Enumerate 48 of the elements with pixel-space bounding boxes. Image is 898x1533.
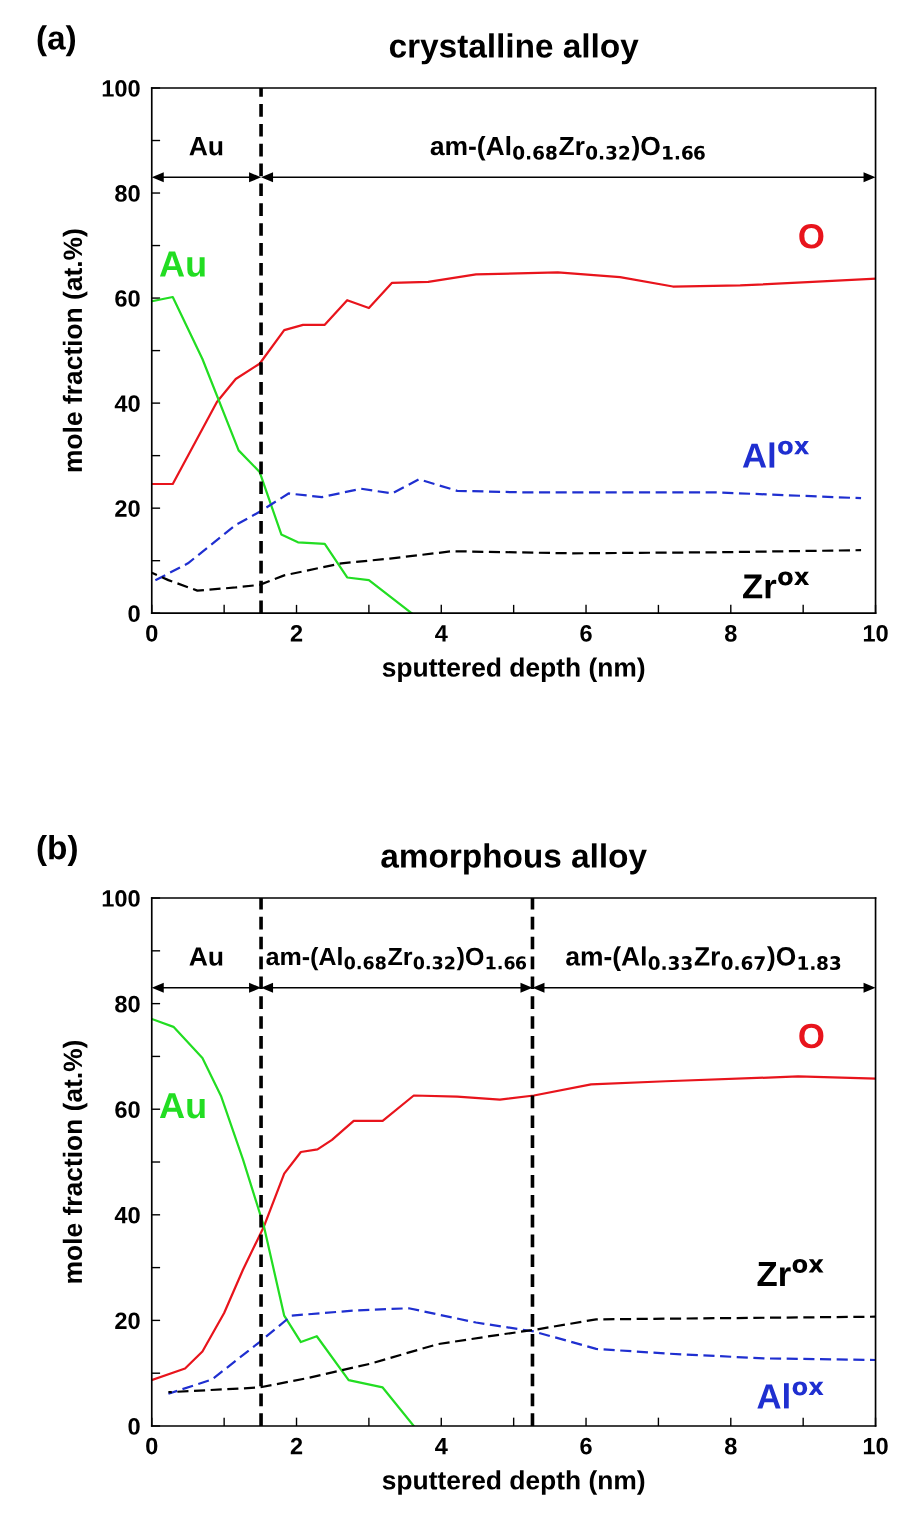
series-label: Al$^{ox}$	[742, 440, 810, 468]
x-tick-label: 2	[290, 1437, 303, 1455]
y-tick-label: 40	[114, 1206, 140, 1224]
chart-title: crystalline alloy	[389, 33, 639, 65]
x-axis-title: sputtered depth (nm)	[382, 1470, 645, 1495]
y-tick-label: 40	[114, 395, 140, 412]
x-tick-label: 4	[435, 625, 448, 642]
x-axis-title: sputtered depth (nm)	[382, 657, 645, 683]
y-tick-label: 100	[102, 80, 140, 97]
annotation: Au	[189, 137, 223, 156]
series-label: Au	[159, 1093, 205, 1119]
x-tick-label: 0	[146, 1437, 158, 1455]
annotation: am-(Al$_{0.68}$Zr$_{0.32}$)O$_{1.66}$	[266, 947, 527, 971]
series-label: Zr$^{ox}$	[757, 1259, 824, 1286]
y-tick-label: 0	[128, 1418, 140, 1435]
annotation: am-(Al$_{0.68}$Zr$_{0.32}$)O$_{1.66}$	[430, 135, 705, 161]
series-label: O	[799, 1023, 824, 1049]
y-tick-label: 60	[115, 1101, 140, 1119]
x-tick-label: 4	[435, 1437, 448, 1455]
x-tick-label: 10	[863, 624, 888, 642]
y-axis-title: mole fraction (at.%)	[62, 1040, 88, 1283]
chart-title: amorphous alloy	[381, 843, 647, 875]
x-tick-label: 2	[290, 624, 303, 642]
line-series	[151, 1075, 876, 1382]
x-tick-label: 8	[724, 1437, 737, 1455]
series-label: Al$^{ox}$	[757, 1381, 824, 1409]
y-tick-label: 60	[115, 290, 140, 307]
line-series	[151, 1017, 415, 1426]
text: (a)	[37, 25, 76, 57]
y-axis-title: mole fraction (at.%)	[62, 229, 88, 472]
y-tick-label: 20	[115, 500, 140, 517]
line-series	[151, 295, 413, 614]
x-tick-label: 6	[580, 624, 592, 642]
series-label: Zr$^{ox}$	[743, 571, 810, 599]
annotation: am-(Al$_{0.33}$Zr$_{0.67}$)O$_{1.83}$	[566, 946, 841, 971]
text: (b)	[37, 834, 77, 867]
x-tick-label: 6	[580, 1437, 592, 1455]
series-label: O	[799, 223, 824, 249]
x-tick-label: 10	[863, 1437, 888, 1455]
annotation: Au	[189, 947, 223, 966]
y-tick-label: 80	[115, 185, 140, 202]
y-tick-label: 80	[115, 995, 140, 1013]
y-tick-label: 100	[102, 890, 140, 907]
series-label: Au	[159, 251, 205, 277]
y-tick-label: 20	[115, 1312, 140, 1330]
x-tick-label: 8	[724, 624, 737, 642]
x-tick-label: 0	[146, 624, 158, 642]
y-tick-label: 0	[128, 605, 140, 622]
